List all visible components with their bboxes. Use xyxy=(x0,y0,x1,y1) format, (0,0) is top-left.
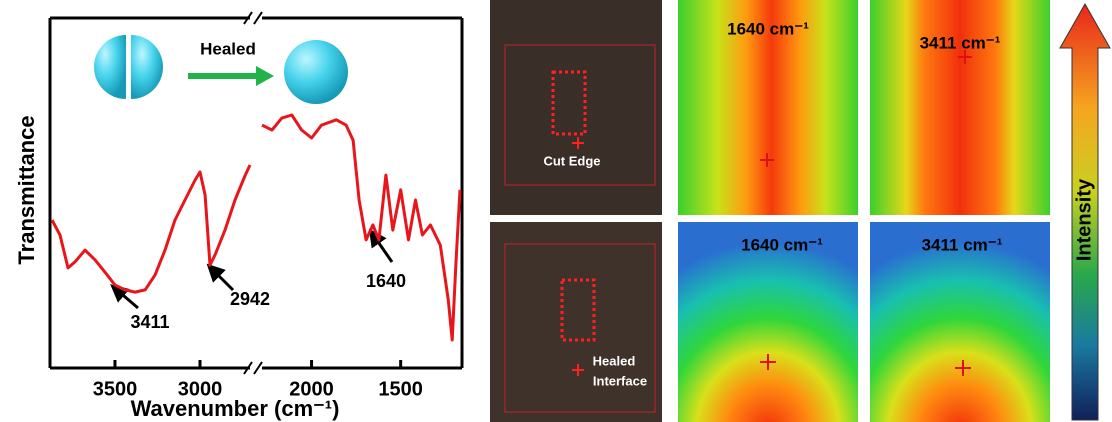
panel-label: Cut Edge xyxy=(543,153,600,168)
map-label: 3411 cm⁻¹ xyxy=(920,33,1001,52)
panel-label: Healed xyxy=(593,353,636,368)
healed-label: Healed xyxy=(200,39,256,58)
photo-panels xyxy=(490,0,662,422)
y-axis-label: Transmittance xyxy=(14,115,39,264)
x-tick-label: 3500 xyxy=(93,378,138,400)
annotation: 2942 xyxy=(230,289,270,309)
page: {"chart_data": {"type": "line", "x_label… xyxy=(0,0,1112,422)
map-label: 3411 cm⁻¹ xyxy=(922,235,1003,254)
map-label: 1640 cm⁻¹ xyxy=(741,235,823,254)
annotation: 3411 xyxy=(130,312,169,332)
colorbar-label: Intensity xyxy=(1073,178,1095,261)
figure: Transmittance Wavenumber (cm⁻¹) Healed 3… xyxy=(0,0,1112,422)
map-label: 1640 cm⁻¹ xyxy=(727,19,809,38)
panel-label: Interface xyxy=(593,373,647,388)
heat-maps xyxy=(678,0,1050,422)
x-tick-label: 3000 xyxy=(178,378,223,400)
x-tick-label: 1500 xyxy=(378,378,423,400)
x-tick-label: 2000 xyxy=(289,378,334,400)
annotation: 1640 xyxy=(366,271,406,291)
